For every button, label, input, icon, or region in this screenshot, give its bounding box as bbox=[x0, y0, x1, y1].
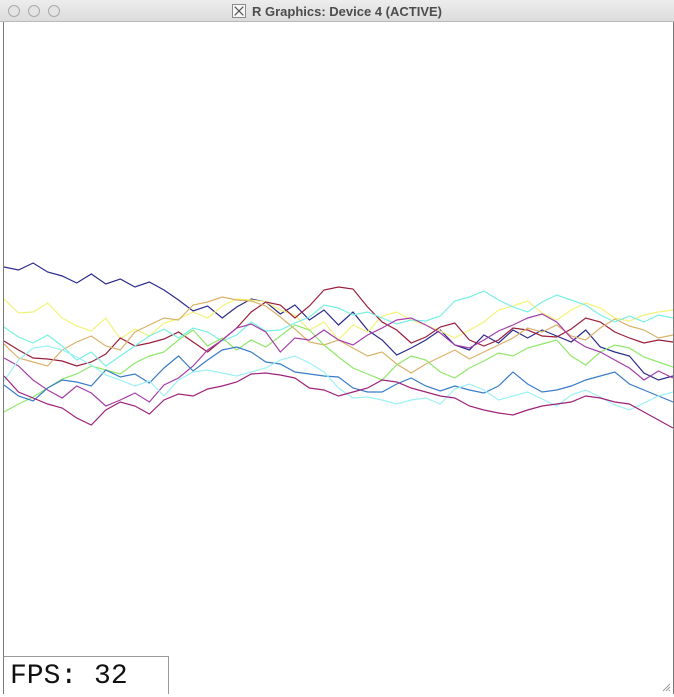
series-line-9 bbox=[4, 345, 673, 411]
fps-value: 32 bbox=[94, 661, 128, 692]
graphics-device-canvas: FPS: 32 bbox=[3, 22, 674, 694]
series-line-1 bbox=[4, 262, 673, 381]
series-line-10 bbox=[4, 372, 673, 429]
minimize-window-button[interactable] bbox=[28, 5, 40, 17]
window-title-group: R Graphics: Device 4 (ACTIVE) bbox=[0, 0, 674, 22]
series-line-2 bbox=[4, 298, 673, 341]
zoom-window-button[interactable] bbox=[48, 5, 60, 17]
random-walk-plot bbox=[4, 262, 673, 429]
resize-grip-icon[interactable] bbox=[661, 682, 671, 692]
x11-icon bbox=[232, 4, 246, 18]
series-line-7 bbox=[4, 313, 673, 407]
series-line-3 bbox=[4, 286, 673, 367]
series-line-8 bbox=[4, 346, 673, 403]
close-window-button[interactable] bbox=[8, 5, 20, 17]
series-line-5 bbox=[4, 290, 673, 367]
fps-label: FPS: bbox=[10, 661, 78, 692]
window-title: R Graphics: Device 4 (ACTIVE) bbox=[252, 3, 442, 19]
fps-counter: FPS: 32 bbox=[4, 656, 169, 694]
window-titlebar[interactable]: R Graphics: Device 4 (ACTIVE) bbox=[0, 0, 674, 22]
series-line-6 bbox=[4, 324, 673, 413]
